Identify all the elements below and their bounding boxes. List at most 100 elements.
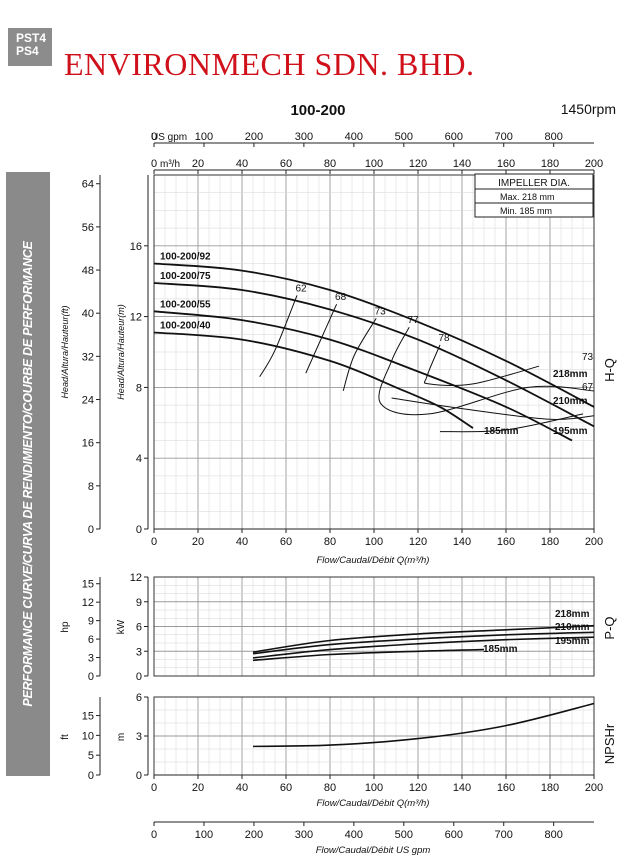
top-gpm-axis-tick-label: 200 [245, 131, 263, 143]
head-curve-end-label: 218mm [553, 369, 588, 380]
npsh-ft-axis-tick-label: 10 [82, 730, 94, 742]
bottom-gpm-axis-tick-label: 200 [245, 829, 263, 841]
power-curve [252, 636, 595, 659]
top-flow-axis-tick-label: 20 [192, 158, 204, 170]
pq-hp-axis-tick-label: 6 [88, 634, 94, 646]
power-curve [252, 631, 595, 655]
impeller-box-max: Max. 218 mm [500, 192, 555, 202]
pq-hp-axis-tick-label: 9 [88, 616, 94, 628]
efficiency-curve-62 [259, 295, 298, 378]
pq-kw-axis-tick-label: 9 [136, 597, 142, 609]
hq-ft-axis-tick-label: 8 [88, 481, 94, 493]
hq-x-axis-tick-label: 180 [541, 536, 559, 548]
hq-x-axis-tick-label: 100 [365, 536, 383, 548]
npsh-x-axis-tick-label: 200 [585, 782, 603, 794]
efficiency-label: 78 [438, 333, 450, 344]
efficiency-curve-78 [423, 344, 540, 386]
top-gpm-unit: US gpm [151, 132, 187, 143]
pq-hp-axis-tick-label: 15 [82, 579, 94, 591]
bottom-gpm-axis-tick-label: 500 [395, 829, 413, 841]
bottom-gpm-axis-tick-label: 400 [345, 829, 363, 841]
top-gpm-axis-tick-label: 800 [545, 131, 563, 143]
top-gpm-axis-tick-label: 300 [295, 131, 313, 143]
npsh-side-label: NPSHr [602, 723, 617, 764]
pq-kw-axis-tick-label: 3 [136, 646, 142, 658]
head-curve [153, 282, 595, 428]
hq-x-axis-tick-label: 200 [585, 536, 603, 548]
efficiency-curve-68 [305, 303, 338, 374]
pq-y-label-kw: kW [116, 619, 127, 634]
bottom-gpm-axis-tick-label: 0 [151, 829, 157, 841]
head-curve [153, 310, 573, 442]
npsh-y-label-m: m [116, 733, 127, 741]
power-curve [252, 648, 485, 662]
npsh-curve [252, 702, 595, 748]
head-curve-end-label: 185mm [484, 426, 519, 437]
head-curve [153, 331, 474, 429]
head-curve-label: 100-200/40 [160, 321, 211, 332]
hq-ft-axis-tick-label: 16 [82, 438, 94, 450]
npsh-y-label-ft: ft [60, 734, 71, 740]
npsh-m-axis-tick-label: 6 [136, 692, 142, 704]
hq-m-axis-tick-label: 4 [136, 453, 142, 465]
npsh-x-axis-tick-label: 160 [497, 782, 515, 794]
npsh-grid [153, 696, 595, 776]
hq-ft-axis-tick-label: 32 [82, 351, 94, 363]
npsh-ft-axis-tick-label: 5 [88, 750, 94, 762]
top-gpm-axis-tick-label: 600 [445, 131, 463, 143]
hq-ft-axis-tick-label: 40 [82, 308, 94, 320]
pq-kw-axis-tick-label: 6 [136, 622, 142, 634]
hq-ft-axis-tick-label: 0 [88, 524, 94, 536]
hq-ft-axis-tick-label: 64 [82, 179, 94, 191]
hq-y-label-ft: Head/Altura/Hauteur(ft) [60, 305, 70, 398]
hq-x-axis-tick-label: 0 [151, 536, 157, 548]
head-curve-label: 100-200/55 [160, 299, 211, 310]
head-curve-end-label: 195mm [553, 426, 588, 437]
top-flow-unit: m³/h [160, 159, 180, 170]
npsh-x-axis-tick-label: 40 [236, 782, 248, 794]
pq-hp-axis-tick-label: 3 [88, 653, 94, 665]
efficiency-curve-73 [342, 318, 377, 392]
hq-grid [153, 174, 595, 530]
power-curve-label: 185mm [483, 644, 518, 655]
head-curve-label: 100-200/92 [160, 252, 211, 263]
power-curve [252, 624, 595, 653]
sidebar-banner: PERFORMANCE CURVE/CURVA DE RENDIMIENTO/C… [6, 172, 50, 776]
hq-m-axis-tick-label: 8 [136, 382, 142, 394]
top-flow-axis-tick-label: 100 [365, 158, 383, 170]
company-name: ENVIRONMECH SDN. BHD. [64, 46, 475, 82]
top-flow-axis-tick-label: 160 [497, 158, 515, 170]
npsh-x-axis-tick-label: 20 [192, 782, 204, 794]
efficiency-label: 62 [295, 283, 307, 294]
npsh-x-axis-tick-label: 180 [541, 782, 559, 794]
hq-x-axis-tick-label: 140 [453, 536, 471, 548]
npsh-ft-axis-tick-label: 0 [88, 770, 94, 782]
top-flow-axis-tick-label: 0 [151, 158, 157, 170]
pq-hp-axis-tick-label: 12 [82, 597, 94, 609]
bottom-gpm-axis-tick-label: 300 [295, 829, 313, 841]
pump-speed: 1450rpm [560, 101, 616, 117]
top-flow-axis-tick-label: 80 [324, 158, 336, 170]
power-curve-label: 210mm [555, 622, 590, 633]
npsh-m-axis-tick-label: 3 [136, 731, 142, 743]
efficiency-curve-73 [391, 397, 595, 420]
power-curve-label: 195mm [555, 636, 590, 647]
badge-line-2: PS4 [16, 44, 39, 58]
impeller-box-min: Min. 185 mm [500, 206, 552, 216]
efficiency-label: 68 [335, 292, 347, 303]
hq-ft-axis-tick-label: 48 [82, 265, 94, 277]
power-curve-label: 218mm [555, 609, 590, 620]
pq-hp-axis-tick-label: 0 [88, 671, 94, 683]
top-gpm-axis-tick-label: 700 [495, 131, 513, 143]
top-flow-axis-tick-label: 60 [280, 158, 292, 170]
bottom-gpm-axis-tick-label: 800 [545, 829, 563, 841]
hq-x-label: Flow/Caudal/Débit Q(m³/h) [317, 555, 430, 566]
pq-kw-axis-tick-label: 12 [130, 572, 142, 584]
bottom-gpm-axis-tick-label: 600 [445, 829, 463, 841]
bottom-gpm-axis-tick-label: 700 [495, 829, 513, 841]
pq-grid [153, 576, 595, 677]
efficiency-label: 73 [582, 352, 594, 363]
top-flow-axis-tick-label: 200 [585, 158, 603, 170]
npsh-x-axis-tick-label: 120 [409, 782, 427, 794]
